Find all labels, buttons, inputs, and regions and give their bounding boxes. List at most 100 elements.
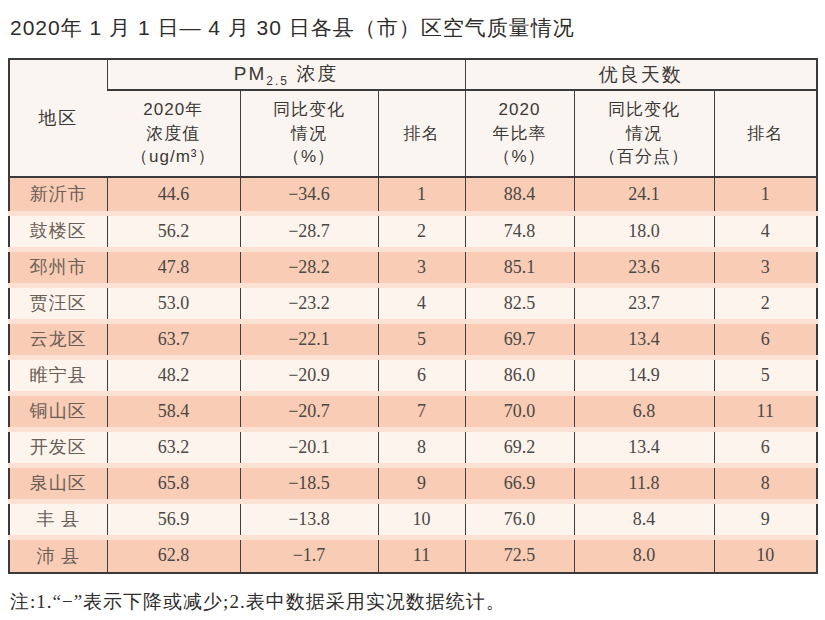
pm-label-suffix: 浓度 bbox=[289, 63, 338, 84]
days-change-cell: 23.6 bbox=[574, 249, 714, 285]
days-rank-cell: 9 bbox=[714, 501, 817, 537]
pm-rank-cell: 5 bbox=[378, 321, 465, 357]
table-row: 睢宁县 48.2 −20.9 6 86.0 14.9 5 bbox=[9, 357, 817, 393]
days-rate-cell: 76.0 bbox=[465, 501, 574, 537]
pm-change-cell: −28.2 bbox=[240, 249, 378, 285]
days-rate-cell: 69.7 bbox=[465, 321, 574, 357]
column-header-pm-change: 同比变化 情况 （%） bbox=[240, 90, 378, 177]
pm-rank-cell: 9 bbox=[378, 465, 465, 501]
pm-rank-cell: 11 bbox=[378, 537, 465, 573]
column-header-days-change: 同比变化 情况 （百分点） bbox=[574, 90, 714, 177]
sub-header-row: 2020年 浓度值 （ug/m³） 同比变化 情况 （%） 排名 2020 年比… bbox=[9, 90, 817, 177]
days-change-cell: 11.8 bbox=[574, 465, 714, 501]
pm-change-cell: −28.7 bbox=[240, 213, 378, 249]
days-rate-cell: 66.9 bbox=[465, 465, 574, 501]
region-cell: 开发区 bbox=[9, 429, 107, 465]
region-cell: 贾汪区 bbox=[9, 285, 107, 321]
days-change-cell: 24.1 bbox=[574, 177, 714, 213]
table-row: 鼓楼区 56.2 −28.7 2 74.8 18.0 4 bbox=[9, 213, 817, 249]
days-change-cell: 14.9 bbox=[574, 357, 714, 393]
pm-rank-cell: 8 bbox=[378, 429, 465, 465]
days-change-cell: 23.7 bbox=[574, 285, 714, 321]
air-quality-table: 地区 PM2.5 浓度 优良天数 2020年 浓度值 （ug/m³） 同比变化 … bbox=[8, 58, 818, 574]
pm-value-cell: 47.8 bbox=[107, 249, 240, 285]
region-cell: 睢宁县 bbox=[9, 357, 107, 393]
region-cell: 鼓楼区 bbox=[9, 213, 107, 249]
region-cell: 云龙区 bbox=[9, 321, 107, 357]
days-rate-cell: 82.5 bbox=[465, 285, 574, 321]
days-change-cell: 8.4 bbox=[574, 501, 714, 537]
region-cell: 新沂市 bbox=[9, 177, 107, 213]
region-cell: 泉山区 bbox=[9, 465, 107, 501]
column-header-days-rate: 2020 年比率 （%） bbox=[465, 90, 574, 177]
pm-value-cell: 65.8 bbox=[107, 465, 240, 501]
pm-rank-cell: 1 bbox=[378, 177, 465, 213]
pm-value-cell: 58.4 bbox=[107, 393, 240, 429]
days-rate-cell: 74.8 bbox=[465, 213, 574, 249]
column-header-pm-rank: 排名 bbox=[378, 90, 465, 177]
pm-rank-cell: 4 bbox=[378, 285, 465, 321]
column-header-days-rank: 排名 bbox=[714, 90, 817, 177]
days-rank-cell: 8 bbox=[714, 465, 817, 501]
pm-change-cell: −13.8 bbox=[240, 501, 378, 537]
days-change-cell: 6.8 bbox=[574, 393, 714, 429]
pm-value-cell: 62.8 bbox=[107, 537, 240, 573]
table-row: 铜山区 58.4 −20.7 7 70.0 6.8 11 bbox=[9, 393, 817, 429]
days-change-cell: 8.0 bbox=[574, 537, 714, 573]
column-group-pm25: PM2.5 浓度 bbox=[107, 59, 465, 90]
pm-label-prefix: PM bbox=[234, 63, 267, 84]
pm-value-cell: 56.9 bbox=[107, 501, 240, 537]
pm-rank-cell: 6 bbox=[378, 357, 465, 393]
table-row: 云龙区 63.7 −22.1 5 69.7 13.4 6 bbox=[9, 321, 817, 357]
table-row: 泉山区 65.8 −18.5 9 66.9 11.8 8 bbox=[9, 465, 817, 501]
column-header-pm-value: 2020年 浓度值 （ug/m³） bbox=[107, 90, 240, 177]
region-cell: 铜山区 bbox=[9, 393, 107, 429]
days-rate-cell: 86.0 bbox=[465, 357, 574, 393]
pm-label-subscript: 2.5 bbox=[266, 74, 289, 88]
pm-rank-cell: 3 bbox=[378, 249, 465, 285]
days-change-cell: 13.4 bbox=[574, 429, 714, 465]
days-rank-cell: 5 bbox=[714, 357, 817, 393]
days-rank-cell: 3 bbox=[714, 249, 817, 285]
table-row: 沛 县 62.8 −1.7 11 72.5 8.0 10 bbox=[9, 537, 817, 573]
table-header: 地区 PM2.5 浓度 优良天数 2020年 浓度值 （ug/m³） 同比变化 … bbox=[9, 59, 817, 177]
pm-value-cell: 63.2 bbox=[107, 429, 240, 465]
pm-change-cell: −20.1 bbox=[240, 429, 378, 465]
table-row: 贾汪区 53.0 −23.2 4 82.5 23.7 2 bbox=[9, 285, 817, 321]
pm-change-cell: −34.6 bbox=[240, 177, 378, 213]
pm-change-cell: −1.7 bbox=[240, 537, 378, 573]
pm-value-cell: 63.7 bbox=[107, 321, 240, 357]
pm-rank-cell: 2 bbox=[378, 213, 465, 249]
pm-change-cell: −22.1 bbox=[240, 321, 378, 357]
days-rate-cell: 69.2 bbox=[465, 429, 574, 465]
page-title: 2020年 1 月 1 日— 4 月 30 日各县（市）区空气质量情况 bbox=[10, 14, 817, 42]
column-header-region: 地区 bbox=[9, 59, 107, 177]
region-cell: 邳州市 bbox=[9, 249, 107, 285]
days-rank-cell: 11 bbox=[714, 393, 817, 429]
table-row: 丰 县 56.9 −13.8 10 76.0 8.4 9 bbox=[9, 501, 817, 537]
days-rank-cell: 2 bbox=[714, 285, 817, 321]
pm-value-cell: 56.2 bbox=[107, 213, 240, 249]
days-rate-cell: 88.4 bbox=[465, 177, 574, 213]
pm-rank-cell: 10 bbox=[378, 501, 465, 537]
days-rank-cell: 4 bbox=[714, 213, 817, 249]
days-change-cell: 18.0 bbox=[574, 213, 714, 249]
region-cell: 丰 县 bbox=[9, 501, 107, 537]
pm-rank-cell: 7 bbox=[378, 393, 465, 429]
pm-value-cell: 48.2 bbox=[107, 357, 240, 393]
pm-change-cell: −23.2 bbox=[240, 285, 378, 321]
pm-value-cell: 53.0 bbox=[107, 285, 240, 321]
footnote: 注:1.“−”表示下降或减少;2.表中数据采用实况数据统计。 bbox=[10, 589, 817, 615]
pm-change-cell: −20.7 bbox=[240, 393, 378, 429]
days-rank-cell: 10 bbox=[714, 537, 817, 573]
region-cell: 沛 县 bbox=[9, 537, 107, 573]
table-row: 开发区 63.2 −20.1 8 69.2 13.4 6 bbox=[9, 429, 817, 465]
group-header-row: 地区 PM2.5 浓度 优良天数 bbox=[9, 59, 817, 90]
pm-change-cell: −20.9 bbox=[240, 357, 378, 393]
days-rank-cell: 6 bbox=[714, 429, 817, 465]
pm-change-cell: −18.5 bbox=[240, 465, 378, 501]
page: 2020年 1 月 1 日— 4 月 30 日各县（市）区空气质量情况 地区 P… bbox=[0, 0, 825, 615]
days-change-cell: 13.4 bbox=[574, 321, 714, 357]
days-rank-cell: 1 bbox=[714, 177, 817, 213]
table-body: 新沂市 44.6 −34.6 1 88.4 24.1 1 鼓楼区 56.2 −2… bbox=[9, 177, 817, 573]
